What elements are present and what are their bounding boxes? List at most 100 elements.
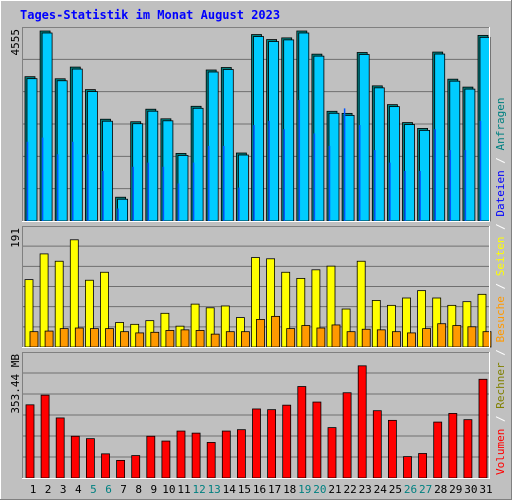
bar-besuche bbox=[301, 325, 311, 348]
bar-anfragen bbox=[373, 87, 385, 222]
bar-besuche bbox=[361, 328, 371, 348]
y-max-label: 191 bbox=[9, 228, 22, 248]
x-tick-label: 30 bbox=[464, 483, 477, 496]
bar-anfragen bbox=[449, 80, 461, 222]
bar-volumen bbox=[176, 430, 186, 479]
bar-besuche bbox=[120, 331, 129, 348]
bar-anfragen bbox=[313, 55, 325, 222]
x-tick-label: 8 bbox=[135, 483, 142, 496]
bar-anfragen bbox=[207, 71, 219, 222]
bar-volumen bbox=[25, 404, 35, 479]
legend-entry: / bbox=[494, 150, 507, 170]
x-tick-label: 9 bbox=[150, 483, 157, 496]
bar-anfragen bbox=[41, 32, 53, 222]
x-tick-label: 1 bbox=[30, 483, 37, 496]
x-tick-label: 29 bbox=[449, 483, 462, 496]
bar-besuche bbox=[316, 327, 326, 348]
bar-besuche bbox=[331, 324, 341, 348]
x-tick-label: 26 bbox=[404, 483, 417, 496]
bar-volumen bbox=[101, 453, 110, 479]
bar-anfragen bbox=[26, 78, 38, 222]
bar-volumen bbox=[221, 430, 231, 479]
legend-entry: Volumen bbox=[494, 429, 507, 475]
legend-entry: Rechner bbox=[494, 362, 507, 409]
legend-entry: Seiten bbox=[494, 237, 507, 277]
bar-besuche bbox=[467, 326, 477, 348]
bar-besuche bbox=[74, 327, 84, 348]
x-tick-label: 10 bbox=[162, 483, 175, 496]
bar-volumen bbox=[463, 419, 473, 479]
bar-besuche bbox=[240, 331, 250, 348]
bar-anfragen bbox=[388, 106, 400, 222]
chart-title: Tages-Statistik im Monat August 2023 bbox=[20, 8, 280, 22]
bar-anfragen bbox=[298, 32, 310, 222]
bar-besuche bbox=[210, 333, 220, 348]
x-tick-label: 11 bbox=[177, 483, 190, 496]
x-tick-label: 28 bbox=[434, 483, 447, 496]
bar-anfragen bbox=[358, 54, 370, 222]
bar-volumen bbox=[55, 417, 65, 479]
bar-besuche bbox=[452, 325, 462, 348]
bar-besuche bbox=[165, 330, 175, 348]
bar-besuche bbox=[376, 329, 386, 348]
x-tick-label: 23 bbox=[359, 483, 372, 496]
y-max-label: 4555 bbox=[9, 29, 22, 56]
x-tick-label: 25 bbox=[389, 483, 402, 496]
bar-besuche bbox=[346, 331, 356, 348]
panel-seiten-besuche: 191 bbox=[9, 226, 492, 348]
x-tick-label: 5 bbox=[90, 483, 97, 496]
x-axis-day-labels: 1 2 3 4 5 6 7 8 9 10 11 12 13 14 15 16 17 18 19 20 21 22 23 24 2… bbox=[30, 483, 493, 496]
x-tick-label: 24 bbox=[374, 483, 388, 496]
bar-anfragen bbox=[404, 124, 415, 222]
bar-anfragen bbox=[102, 120, 113, 222]
bar-volumen bbox=[161, 440, 171, 479]
bar-volumen bbox=[418, 453, 428, 479]
bar-anfragen bbox=[56, 80, 68, 222]
bar-anfragen bbox=[434, 53, 446, 222]
bar-anfragen bbox=[147, 110, 159, 222]
bar-anfragen bbox=[343, 114, 355, 222]
bar-anfragen bbox=[177, 155, 189, 222]
bar-besuche bbox=[135, 332, 145, 348]
x-tick-label: 31 bbox=[479, 483, 492, 496]
bar-besuche bbox=[407, 332, 416, 348]
x-tick-label: 19 bbox=[298, 483, 311, 496]
bar-anfragen bbox=[162, 120, 174, 222]
x-tick-label: 22 bbox=[343, 483, 356, 496]
bar-volumen bbox=[267, 409, 277, 479]
bar-besuche bbox=[286, 328, 296, 348]
bar-besuche bbox=[105, 328, 114, 348]
bar-anfragen bbox=[117, 198, 128, 222]
bar-volumen bbox=[312, 401, 322, 479]
bar-anfragen bbox=[283, 39, 295, 222]
bar-volumen bbox=[448, 413, 458, 479]
bar-volumen bbox=[40, 394, 50, 479]
bar-anfragen bbox=[132, 123, 144, 222]
x-tick-label: 16 bbox=[253, 483, 266, 496]
bar-anfragen bbox=[268, 41, 280, 222]
bar-anfragen bbox=[237, 154, 249, 222]
x-tick-label: 2 bbox=[45, 483, 52, 496]
bar-besuche bbox=[180, 329, 190, 348]
bar-volumen bbox=[478, 378, 488, 479]
x-tick-label: 4 bbox=[75, 483, 82, 496]
bar-anfragen bbox=[222, 69, 234, 222]
bar-volumen bbox=[342, 392, 352, 479]
legend-entry: Dateien bbox=[494, 170, 507, 216]
bar-volumen bbox=[403, 456, 412, 479]
chart-panels: 4555 191 353.44 MB bbox=[9, 27, 492, 479]
bar-volumen bbox=[131, 455, 141, 479]
bar-anfragen bbox=[328, 112, 340, 222]
bar-volumen bbox=[146, 435, 156, 479]
bar-besuche bbox=[195, 330, 205, 348]
legend-entry: Besuche bbox=[494, 296, 507, 342]
bar-besuche bbox=[59, 328, 69, 348]
bar-anfragen bbox=[253, 36, 264, 222]
bar-besuche bbox=[225, 331, 235, 348]
bar-anfragen bbox=[464, 88, 476, 222]
bar-besuche bbox=[150, 331, 160, 348]
bar-besuche bbox=[44, 330, 54, 348]
panel-anfragen-dateien: 4555 bbox=[9, 27, 491, 222]
bar-volumen bbox=[116, 459, 125, 479]
bar-volumen bbox=[327, 427, 337, 479]
